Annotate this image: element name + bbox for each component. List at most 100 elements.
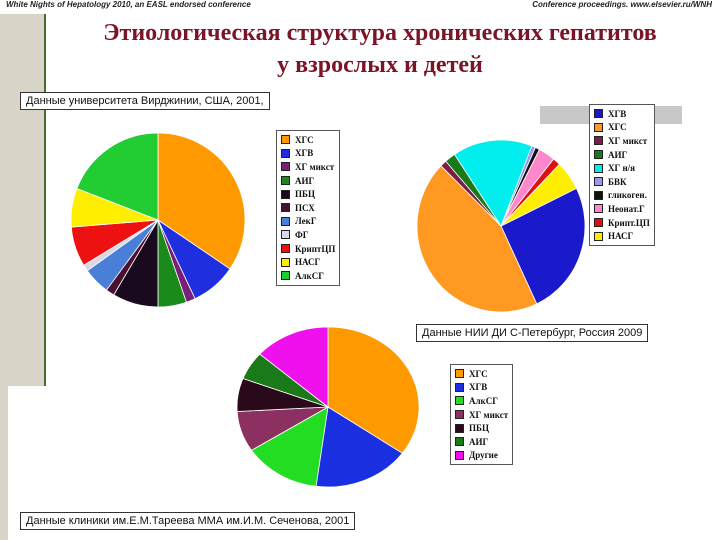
legend-label: ХГВ: [295, 148, 314, 159]
legend-swatch: [594, 218, 603, 228]
legend-label: ХГВ: [469, 382, 488, 393]
legend-item-другие: Другие: [455, 449, 508, 463]
legend-swatch: [455, 396, 464, 406]
legend-item-хг-н-я: ХГ н/я: [594, 161, 650, 175]
pie-slice-хгс: [327, 326, 420, 454]
legend-swatch: [281, 230, 290, 240]
legend-swatch: [594, 163, 603, 173]
legend-label: гликоген.: [608, 190, 647, 201]
legend-spb: ХГВ ХГС ХГ микст АИГ ХГ н/я БВК гликоген. Неона…: [589, 104, 655, 246]
legend-item-неонат-г: Неонат.Г: [594, 202, 650, 216]
legend-label: АИГ: [469, 436, 489, 447]
legend-label: ХГС: [608, 122, 627, 133]
legend-item-насг: НАСГ: [281, 255, 335, 269]
legend-swatch: [281, 176, 290, 186]
legend-swatch: [594, 190, 603, 200]
pie-slice-алксг: [76, 132, 159, 221]
legend-item-криптцп: КриптЦП: [281, 242, 335, 256]
legend-label: Крипт.ЦП: [608, 217, 650, 228]
caption-virginia: Данные университета Вирджинии, США, 2001…: [20, 92, 270, 110]
legend-item-лекг: ЛекГ: [281, 215, 335, 229]
left-decor-bar-lower: [0, 386, 8, 540]
legend-label: ПБЦ: [469, 423, 489, 434]
legend-swatch: [455, 382, 464, 392]
slide-title-line2: у взрослых и детей: [277, 52, 483, 78]
legend-label: ХГС: [469, 368, 488, 379]
legend-label: ХГ микст: [469, 409, 509, 420]
legend-item-хгв: ХГВ: [455, 381, 508, 395]
legend-label: ХГ микст: [608, 135, 648, 146]
legend-item-хгс: ХГС: [594, 121, 650, 135]
header-left-text: White Nights of Hepatology 2010, an EASL…: [6, 0, 251, 9]
legend-item-хгс: ХГС: [455, 367, 508, 381]
pie-chart-moscow: [236, 326, 420, 488]
legend-label: КриптЦП: [295, 243, 336, 254]
legend-swatch: [594, 231, 603, 241]
legend-swatch: [594, 177, 603, 187]
legend-label: АИГ: [608, 149, 628, 160]
caption-moscow: Данные клиники им.Е.М.Тареева ММА им.И.М…: [20, 512, 356, 530]
legend-label: Неонат.Г: [608, 203, 645, 214]
legend-item-хгв: ХГВ: [594, 107, 650, 121]
left-decor-bar: [0, 14, 46, 386]
legend-label: НАСГ: [608, 231, 634, 242]
legend-swatch: [281, 135, 290, 145]
legend-item-хгв: ХГВ: [281, 147, 335, 161]
legend-swatch: [281, 271, 290, 281]
legend-swatch: [594, 136, 603, 146]
header-right-text: Conference proceedings. www.elsevier.ru/…: [532, 0, 712, 9]
legend-label: ХГ н/я: [608, 163, 636, 174]
legend-label: ФГ: [295, 229, 309, 240]
legend-item-хг-микст: ХГ микст: [281, 160, 335, 174]
legend-label: АлкСГ: [469, 395, 498, 406]
pie-slice-хг-н-я: [453, 139, 533, 227]
legend-item-пбц: ПБЦ: [455, 421, 508, 435]
legend-swatch: [455, 450, 464, 460]
legend-swatch: [455, 369, 464, 379]
legend-swatch: [455, 410, 464, 420]
legend-item-псх: ПСХ: [281, 201, 335, 215]
legend-label: ЛекГ: [295, 216, 317, 227]
legend-item-фг: ФГ: [281, 228, 335, 242]
legend-label: ХГ микст: [295, 161, 335, 172]
legend-swatch: [455, 437, 464, 447]
legend-swatch: [281, 189, 290, 199]
legend-swatch: [281, 148, 290, 158]
legend-swatch: [281, 203, 290, 213]
legend-swatch: [594, 109, 603, 119]
pie-slice-хгв: [500, 187, 586, 305]
legend-item-аиг: АИГ: [455, 435, 508, 449]
caption-spb: Данные НИИ ДИ С-Петербург, Россия 2009: [416, 324, 649, 342]
legend-label: ХГВ: [608, 108, 627, 119]
legend-item-хгс: ХГС: [281, 133, 335, 147]
slide-title-line1: Этиологическая структура хронических геп…: [103, 20, 657, 46]
legend-label: АИГ: [295, 175, 315, 186]
legend-item-хг-микст: ХГ микст: [455, 408, 508, 422]
legend-item-аиг: АИГ: [281, 174, 335, 188]
legend-label: Другие: [469, 450, 498, 461]
pie-slice-хгв: [315, 406, 403, 488]
pie-slice-насг: [500, 163, 578, 227]
legend-item-аиг: АИГ: [594, 148, 650, 162]
legend-item-алксг: АлкСГ: [281, 269, 335, 283]
pie-slice-другие: [259, 326, 329, 408]
legend-item-алксг: АлкСГ: [455, 394, 508, 408]
pie-chart-virginia: [70, 132, 246, 308]
legend-label: ХГС: [295, 134, 314, 145]
legend-swatch: [455, 423, 464, 433]
legend-label: ПБЦ: [295, 189, 315, 200]
legend-swatch: [594, 150, 603, 160]
legend-item-бвк: БВК: [594, 175, 650, 189]
legend-label: АлкСГ: [295, 270, 324, 281]
legend-swatch: [281, 244, 290, 254]
legend-swatch: [281, 257, 290, 267]
legend-label: НАСГ: [295, 257, 321, 268]
pie-chart-spb: [416, 139, 586, 313]
pie-slice-алксг: [250, 406, 329, 487]
legend-swatch: [281, 216, 290, 226]
legend-label: БВК: [608, 176, 627, 187]
legend-item-гликоген: гликоген.: [594, 189, 650, 203]
legend-swatch: [594, 122, 603, 132]
legend-swatch: [594, 204, 603, 214]
legend-item-хг-микст: ХГ микст: [594, 134, 650, 148]
